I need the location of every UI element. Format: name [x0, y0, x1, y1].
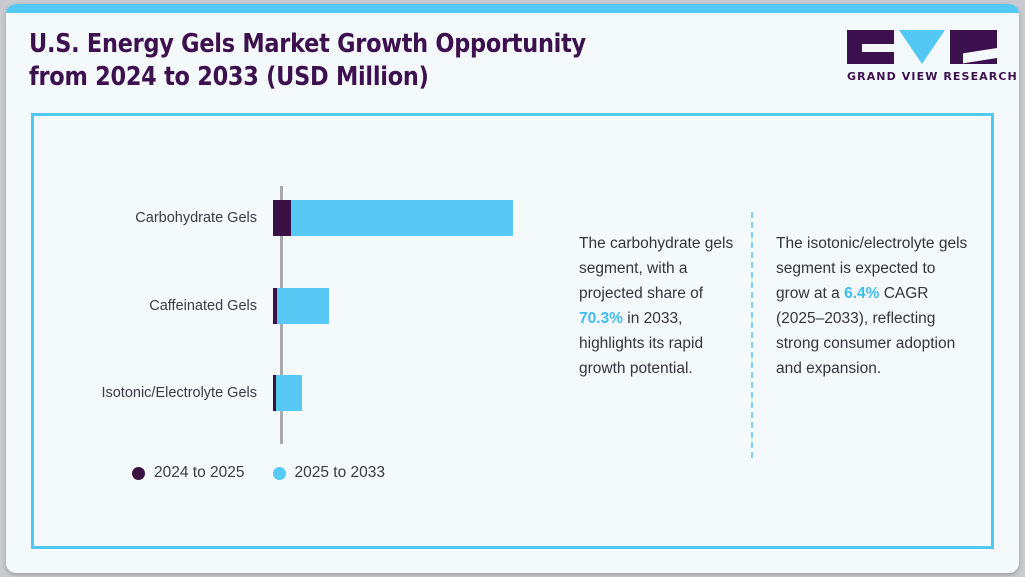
legend-item-2024-2025: 2024 to 2025 [132, 464, 245, 482]
callout-divider [751, 212, 753, 458]
content-panel: Carbohydrate Gels Caffeinated Gels Isoto… [31, 113, 994, 549]
page-title-line-1: U.S. Energy Gels Market Growth Opportuni… [29, 29, 586, 59]
page-title-line-2: from 2024 to 2033 (USD Million) [29, 62, 429, 92]
logo-mark-icon [847, 30, 997, 64]
infographic-card: U.S. Energy Gels Market Growth Opportuni… [6, 4, 1019, 573]
callout-isotonic: The isotonic/electrolyte gels segment is… [776, 231, 969, 381]
callout-text-pre: The carbohydrate gels segment, with a pr… [579, 235, 734, 302]
bar-chart: Carbohydrate Gels Caffeinated Gels Isoto… [34, 116, 579, 552]
bar-category-label: Caffeinated Gels [149, 298, 257, 314]
bar-stack [273, 288, 329, 324]
bar-segment-2025-2033 [291, 200, 513, 236]
brand-logo: GRAND VIEW RESEARCH [847, 30, 1018, 83]
chart-legend: 2024 to 2025 2025 to 2033 [132, 464, 385, 482]
bar-segment-2025-2033 [277, 288, 329, 324]
bar-segment-2024-2025 [273, 288, 277, 324]
bar-row: Caffeinated Gels [34, 288, 579, 324]
logo-v-triangle-icon [899, 30, 945, 64]
bar-segment-2024-2025 [273, 375, 276, 411]
bar-category-label: Carbohydrate Gels [135, 210, 257, 226]
callout-text-post: CAGR (2025–2033), reflecting strong cons… [776, 285, 956, 377]
bar-stack [273, 375, 302, 411]
callout-highlight-value: 70.3% [579, 310, 623, 327]
bar-category-label: Isotonic/Electrolyte Gels [101, 385, 257, 401]
callout-highlight-value: 6.4% [844, 285, 880, 302]
bar-segment-2024-2025 [273, 200, 291, 236]
callout-group: The carbohydrate gels segment, with a pr… [579, 116, 997, 552]
callout-carbohydrate: The carbohydrate gels segment, with a pr… [579, 231, 744, 381]
logo-wordmark: GRAND VIEW RESEARCH [847, 70, 1018, 83]
legend-label: 2024 to 2025 [154, 464, 245, 481]
legend-dot-icon [132, 466, 145, 480]
legend-label: 2025 to 2033 [294, 464, 386, 481]
bar-row: Carbohydrate Gels [34, 200, 579, 236]
callout-text-post: in 2033, highlights its rapid growth pot… [579, 310, 704, 377]
callout-text-pre: The isotonic/electrolyte gels segment is… [776, 235, 968, 302]
bar-row: Isotonic/Electrolyte Gels [34, 375, 579, 411]
logo-r-shape-icon [950, 30, 997, 64]
bar-segment-2025-2033 [276, 375, 302, 411]
page-title: U.S. Energy Gels Market Growth Opportuni… [29, 28, 645, 94]
logo-g-shape-icon [847, 30, 896, 64]
top-accent-bar [6, 4, 1019, 13]
legend-item-2025-2033: 2025 to 2033 [272, 464, 386, 482]
bar-stack [273, 200, 513, 236]
legend-dot-icon [272, 466, 286, 480]
